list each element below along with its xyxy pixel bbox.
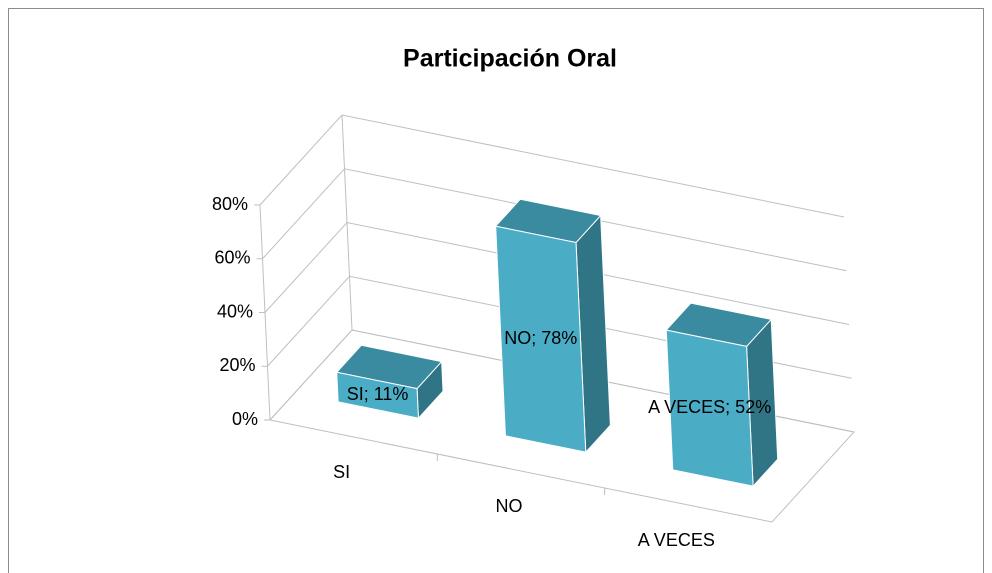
bar [495,225,587,453]
y-tick-label: 80% [212,194,248,214]
grid-line [262,168,847,272]
data-label: SI; 11% [347,384,409,404]
y-tick-label: 20% [219,355,255,375]
data-label: A VECES; 52% [648,397,771,417]
y-tick-label: 40% [217,301,253,321]
grid-line [259,114,845,218]
x-tick-label: A VECES [638,530,715,550]
y-tick-label: 60% [214,248,250,268]
bar [665,329,754,487]
bar [336,371,419,419]
y-tick-label: 0% [232,409,258,429]
x-tick-label: NO [496,496,523,516]
x-tick-label: SI [333,462,350,482]
data-label: NO; 78% [504,328,577,348]
chart-border [8,8,984,573]
chart-title: Participación Oral [403,45,617,73]
grid-line [264,221,850,325]
